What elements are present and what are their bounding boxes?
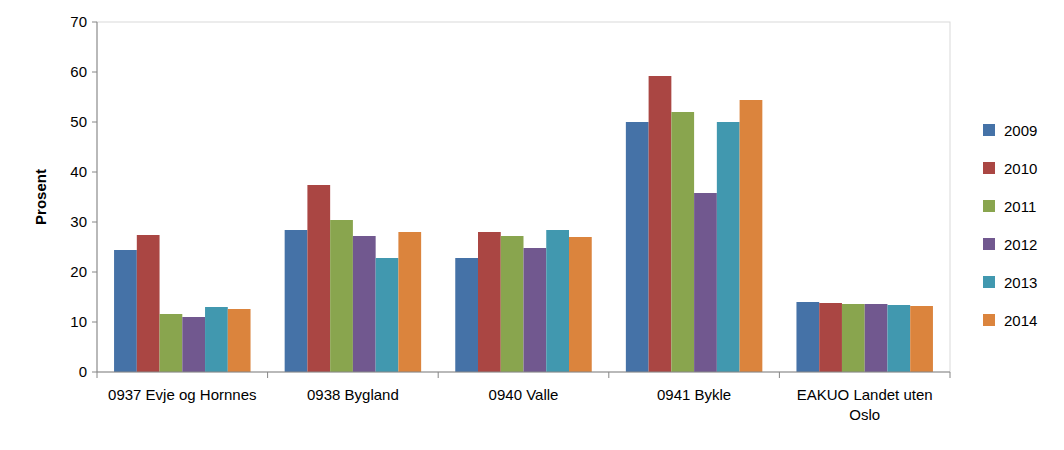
bar [114, 250, 137, 372]
label-line: 0941 Bykle [657, 386, 731, 403]
bar [694, 193, 717, 372]
x-tick [950, 372, 951, 378]
y-tick-label: 30 [70, 213, 87, 230]
y-tick-label: 60 [70, 63, 87, 80]
y-tick [92, 222, 97, 223]
y-tick [92, 322, 97, 323]
x-tick [438, 372, 439, 378]
bar [307, 185, 330, 372]
legend-swatch [983, 276, 995, 288]
y-tick [92, 372, 97, 373]
y-tick-label: 0 [79, 363, 87, 380]
x-tick [267, 372, 268, 378]
bar [228, 309, 251, 372]
legend-swatch [983, 238, 995, 250]
y-tick-label: 50 [70, 113, 87, 130]
legend-label: 2011 [1004, 198, 1036, 215]
bar [501, 236, 524, 372]
bar [478, 232, 501, 372]
bar [524, 248, 547, 372]
x-tick-label: 0938 Bygland [307, 386, 399, 403]
label-line: 0940 Valle [489, 386, 559, 403]
legend-swatch [983, 124, 995, 136]
bar [865, 304, 888, 372]
bar [910, 306, 933, 372]
bar [626, 122, 649, 372]
bar [137, 235, 160, 372]
label-line: Oslo [849, 406, 880, 423]
y-tick-label: 40 [70, 163, 87, 180]
bar [353, 236, 376, 372]
legend-label: 2013 [1004, 274, 1037, 291]
bar [376, 258, 399, 372]
bar [398, 232, 421, 372]
legend-label: 2014 [1004, 312, 1037, 329]
y-axis [97, 22, 98, 372]
bar [819, 303, 842, 372]
bar [455, 258, 478, 372]
bar [285, 230, 308, 372]
y-tick-label: 10 [70, 313, 87, 330]
legend-swatch [983, 314, 995, 326]
legend-label: 2009 [1004, 122, 1037, 139]
chart: 0 10 20 30 40 50 60 70 Prosent 0937 Evje og Hornn… [0, 0, 1064, 450]
label-line: 0937 Evje og Hornnes [108, 386, 256, 403]
bar [887, 305, 910, 372]
y-tick-label: 20 [70, 263, 87, 280]
bar [842, 304, 865, 372]
bar [205, 307, 228, 372]
x-tick [97, 372, 98, 378]
x-tick [608, 372, 609, 378]
x-tick [779, 372, 780, 378]
bar [717, 122, 740, 372]
x-tick-label: 0941 Bykle [657, 386, 731, 403]
y-tick [92, 272, 97, 273]
y-tick-label: 70 [70, 13, 87, 30]
bar [796, 302, 819, 372]
y-tick [92, 22, 97, 23]
bar [160, 314, 183, 372]
bar [546, 230, 569, 372]
bar [569, 237, 592, 372]
plot-frame [97, 22, 950, 372]
x-axis [97, 372, 950, 373]
y-tick [92, 122, 97, 123]
y-tick [92, 72, 97, 73]
legend-label: 2012 [1004, 236, 1037, 253]
bar [740, 100, 763, 372]
x-tick-label: EAKUO Landet uten Oslo [797, 386, 933, 423]
label-line: 0938 Bygland [307, 386, 399, 403]
bar [182, 317, 205, 372]
x-tick-label: 0940 Valle [489, 386, 559, 403]
bar [649, 76, 672, 372]
legend-label: 2010 [1004, 160, 1037, 177]
y-tick [92, 172, 97, 173]
legend-swatch [983, 200, 995, 212]
y-axis-label: Prosent [32, 169, 49, 225]
bar [330, 220, 353, 372]
bar [671, 112, 694, 372]
x-tick-label: 0937 Evje og Hornnes [108, 386, 256, 403]
bars [114, 76, 933, 372]
legend-swatch [983, 162, 995, 174]
label-line: EAKUO Landet uten [797, 386, 933, 403]
